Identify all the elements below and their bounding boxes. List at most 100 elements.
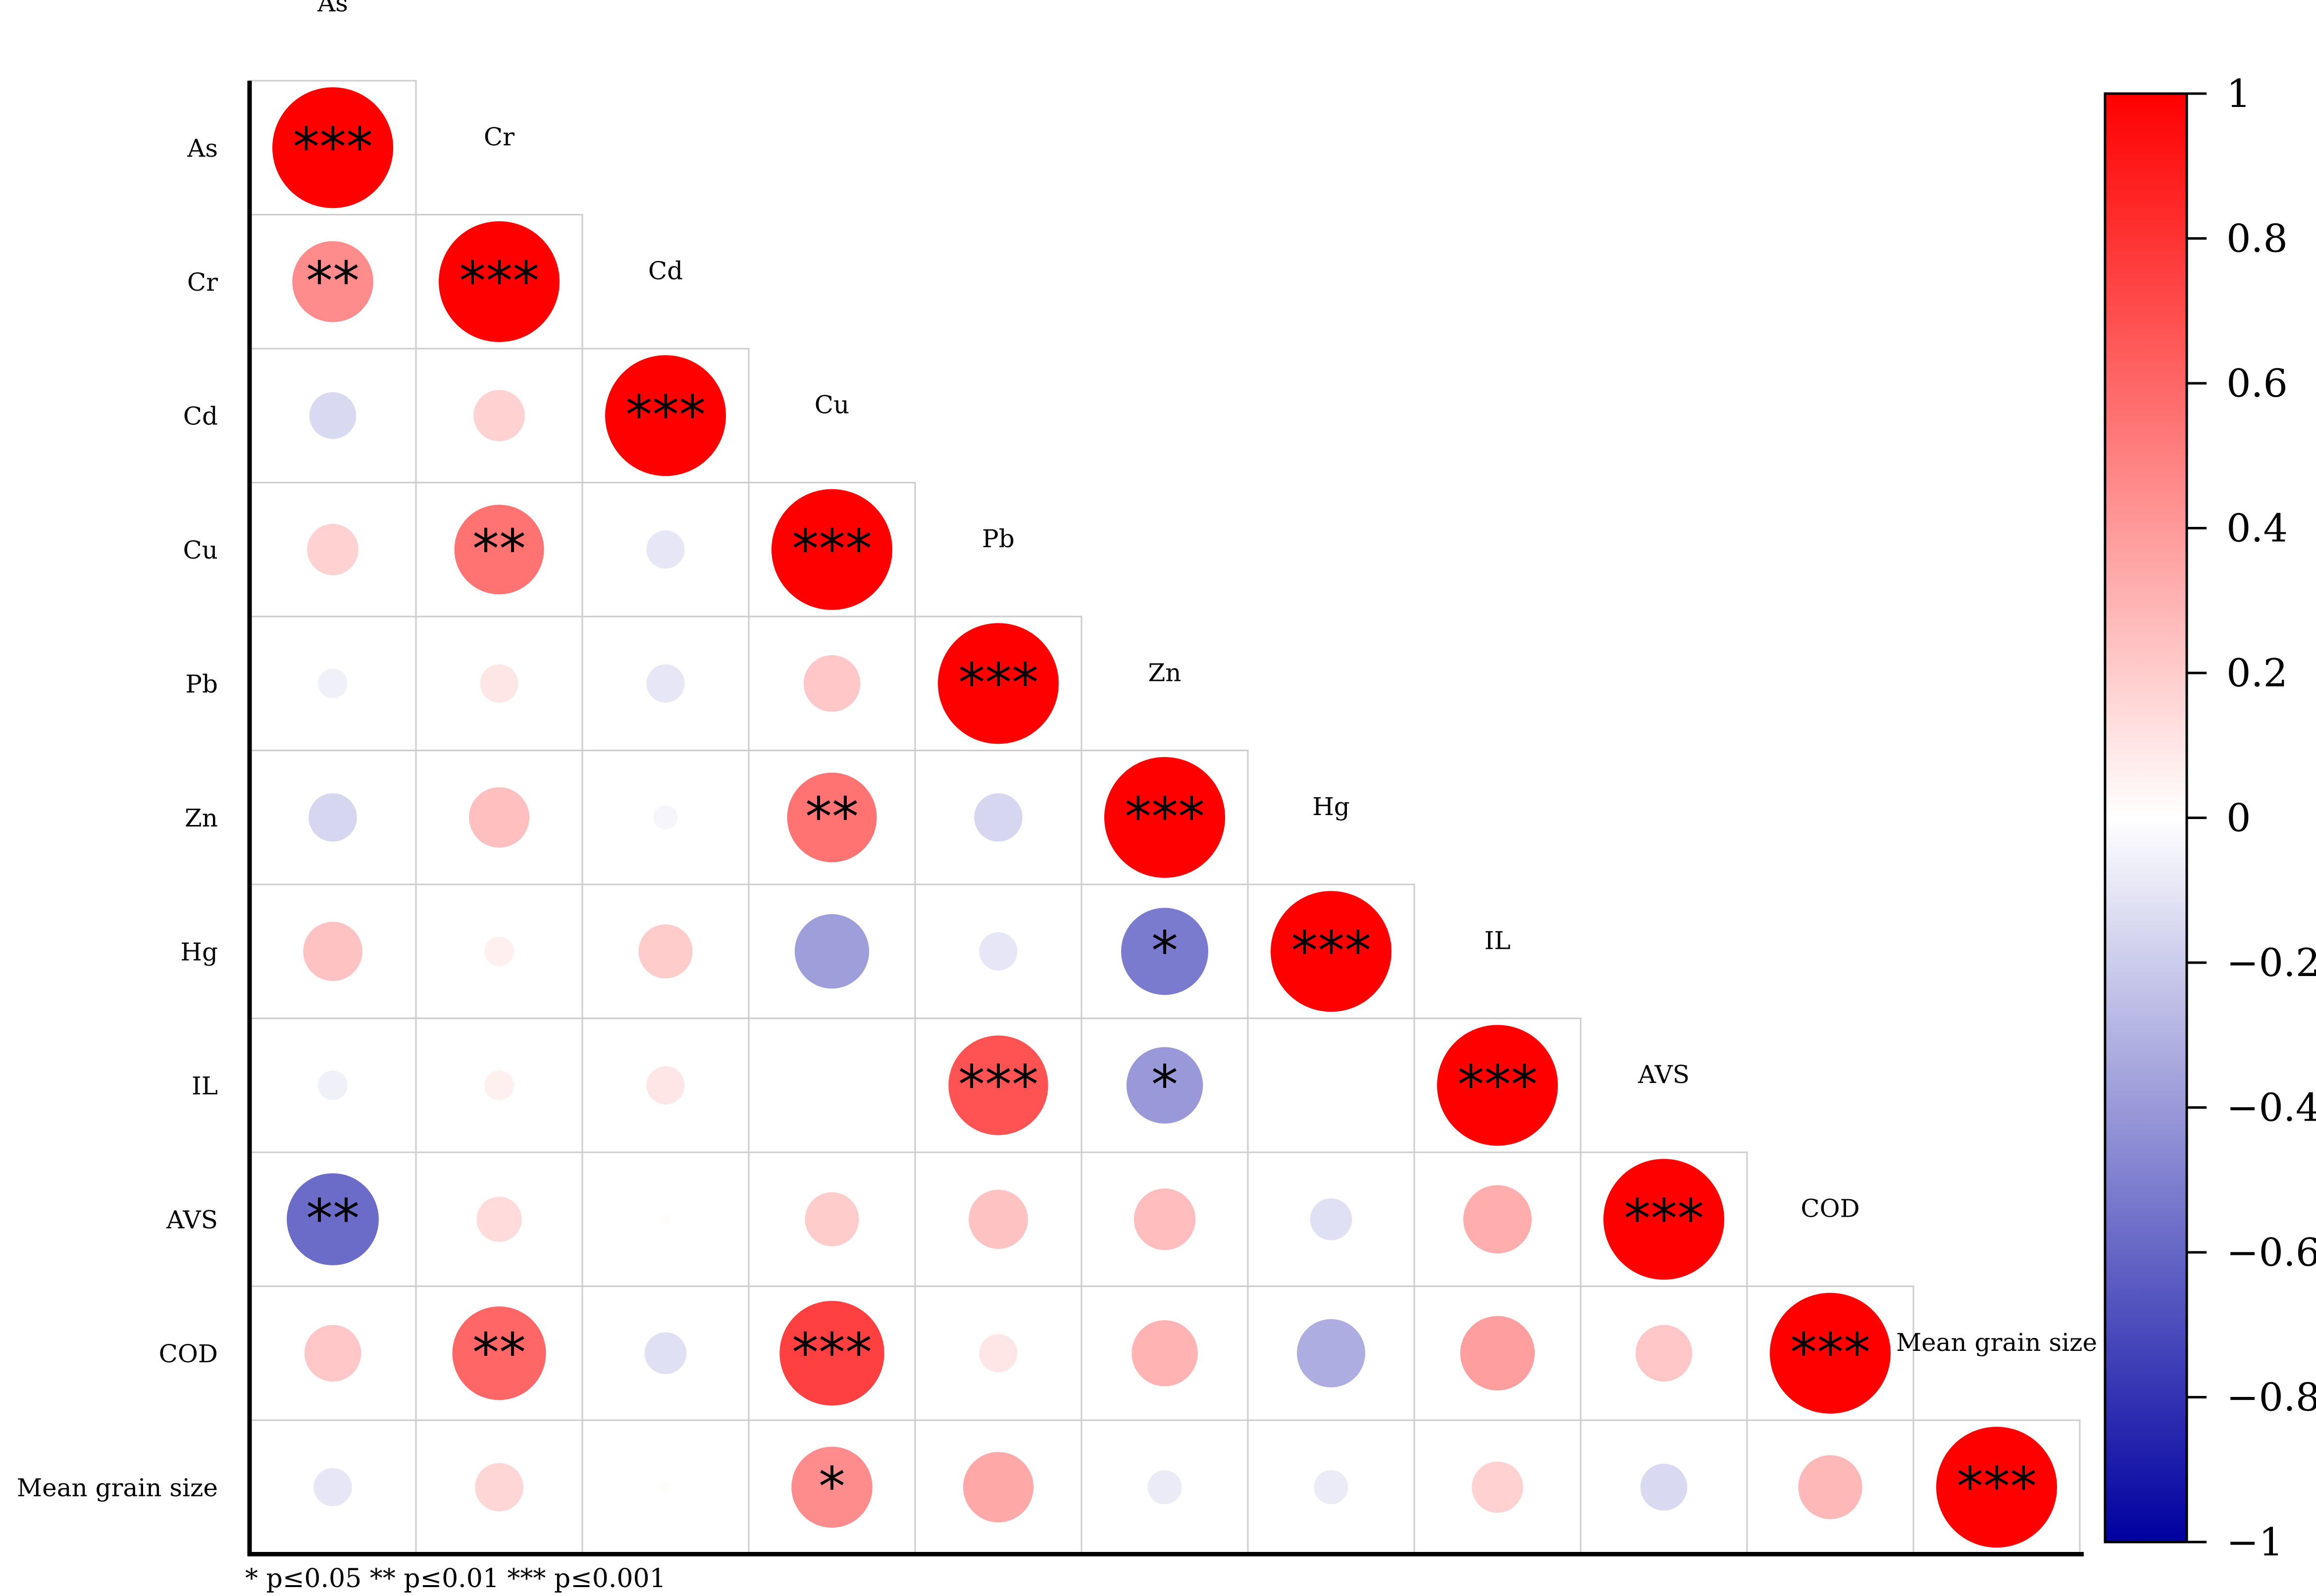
corr-circle-il-cr	[484, 1070, 514, 1100]
significance-mark: **	[306, 1188, 360, 1250]
corr-circle-hg-cd	[638, 924, 693, 978]
row-label-hg: Hg	[180, 937, 218, 966]
corr-circle-mean-grain-size-avs	[1640, 1463, 1688, 1511]
corr-circle-avs-il	[1463, 1185, 1532, 1254]
colorbar-tick-label: 1	[2226, 72, 2251, 116]
corr-circle-pb-cd	[646, 664, 685, 703]
significance-mark: ***	[958, 1054, 1038, 1116]
row-label-zn: Zn	[185, 804, 218, 832]
significance-mark: ***	[1457, 1054, 1538, 1116]
significance-mark: *	[819, 1456, 845, 1518]
corr-circle-mean-grain-size-cod	[1798, 1455, 1862, 1519]
corr-circle-zn-pb	[974, 793, 1023, 842]
corr-circle-cod-cr	[452, 1306, 546, 1400]
corr-circle-il-as	[318, 1070, 348, 1100]
colorbar-tick-label: 0.4	[2226, 507, 2288, 551]
corr-circle-avs-zn	[1133, 1188, 1196, 1250]
corr-circle-cu-cu	[772, 489, 892, 610]
corr-circle-avs-pb	[969, 1189, 1028, 1249]
significance-mark: *	[1151, 920, 1178, 982]
significance-mark: ***	[1125, 786, 1205, 848]
significance-mark: ***	[293, 116, 373, 178]
corr-circle-cu-cd	[646, 530, 685, 569]
corr-circle-mean-grain-size-il	[1472, 1461, 1523, 1513]
significance-mark: ***	[792, 518, 872, 580]
variable-labels: As As Cr Cr Cd Cd Cu Cu Pb Pb Zn Zn Hg Hg IL IL AVS AVS CO…	[17, 0, 2097, 1502]
corr-circle-cod-cod	[1770, 1292, 1891, 1414]
corr-circle-zn-cr	[469, 787, 529, 848]
colorbar-tick-label: 0.8	[2226, 217, 2288, 261]
corr-circle-pb-as	[318, 669, 348, 699]
corr-circle-zn-zn	[1104, 757, 1225, 878]
corr-circle-pb-cr	[480, 664, 518, 703]
col-label-mean-grain-size: Mean grain size	[1896, 1328, 2097, 1357]
corr-circle-cd-cd	[605, 355, 726, 476]
corr-circle-pb-cu	[803, 655, 861, 712]
significance-mark: **	[805, 786, 859, 848]
corr-circle-zn-as	[309, 793, 357, 842]
row-label-cu: Cu	[183, 536, 218, 565]
row-label-as: As	[187, 134, 218, 162]
row-label-cd: Cd	[183, 402, 218, 430]
corr-circle-hg-hg	[1271, 891, 1391, 1012]
corr-circle-hg-cr	[484, 936, 514, 967]
corr-circle-cod-pb	[979, 1334, 1018, 1373]
corr-circle-mean-grain-size-cu	[791, 1446, 873, 1528]
corr-circle-cod-cu	[779, 1301, 884, 1406]
colorbar-tick-label: −0.4	[2226, 1086, 2316, 1131]
significance-mark: **	[472, 1322, 526, 1384]
corr-circle-avs-cr	[476, 1196, 522, 1242]
corr-circle-cod-zn	[1132, 1320, 1198, 1387]
colorbar-tick-label: −1	[2226, 1520, 2283, 1565]
colorbar-tick-label: 0.2	[2226, 651, 2288, 696]
corr-circle-il-zn	[1126, 1047, 1203, 1124]
correlation-cells: ***** ******** ******** **** ****** * ***** ***…	[272, 87, 2057, 1548]
col-label-avs: AVS	[1638, 1060, 1690, 1089]
colorbar-tick-label: −0.2	[2226, 941, 2316, 985]
colorbar-tick-label: −0.6	[2226, 1231, 2316, 1275]
col-label-cr: Cr	[484, 123, 515, 152]
corr-circle-avs-hg	[1310, 1198, 1352, 1240]
corr-circle-mean-grain-size-cd	[659, 1481, 672, 1493]
significance-mark: ***	[1956, 1456, 2037, 1518]
colorbar-tick-label: 0.6	[2226, 361, 2288, 406]
col-label-cu: Cu	[815, 391, 849, 419]
corr-circle-zn-cu	[787, 772, 877, 863]
col-label-cod: COD	[1801, 1194, 1859, 1223]
corr-circle-cod-cd	[644, 1332, 687, 1375]
significance-mark: ***	[625, 384, 706, 446]
corr-circle-avs-as	[287, 1173, 379, 1266]
col-label-zn: Zn	[1148, 659, 1182, 687]
significance-mark: **	[306, 251, 360, 312]
significance-mark: ***	[1624, 1188, 1704, 1250]
row-label-cod: COD	[159, 1339, 218, 1368]
corr-circle-cod-as	[304, 1325, 361, 1382]
colorbar-tick-label: −0.8	[2226, 1376, 2316, 1420]
corr-circle-cod-il	[1460, 1316, 1535, 1390]
corr-circle-as-as	[272, 87, 393, 208]
significance-mark: ***	[459, 251, 539, 312]
row-label-pb: Pb	[185, 669, 218, 698]
row-label-mean-grain-size: Mean grain size	[17, 1473, 218, 1502]
corr-circle-il-pb	[948, 1035, 1048, 1135]
corr-circle-cu-as	[307, 523, 359, 575]
colorbar-gradient	[2104, 92, 2188, 1544]
corr-circle-cd-as	[309, 392, 357, 439]
col-label-as: As	[317, 0, 348, 17]
corr-circle-cod-avs	[1635, 1325, 1693, 1382]
row-label-cr: Cr	[187, 268, 218, 297]
significance-mark: *	[1151, 1054, 1178, 1116]
colorbar-tick-label: 0	[2226, 796, 2251, 841]
col-label-il: IL	[1485, 927, 1511, 955]
significance-mark: ***	[958, 652, 1038, 714]
grid-cell	[1247, 1018, 1415, 1153]
col-label-pb: Pb	[982, 524, 1015, 553]
corr-circle-mean-grain-size-as	[313, 1468, 352, 1506]
corr-circle-mean-grain-size-cr	[475, 1463, 523, 1512]
significance-mark: ***	[792, 1322, 872, 1384]
significance-legend: * p≤0.05 ** p≤0.01 *** p≤0.001	[245, 1564, 666, 1594]
col-label-hg: Hg	[1312, 792, 1350, 821]
corr-circle-cod-hg	[1297, 1319, 1365, 1388]
colorbar-ticks: 1 0.8 0.6 0.4 0.2 0 −0.2 −0.4 −0.6 −0.8 −1	[2187, 72, 2316, 1565]
corr-circle-hg-zn	[1121, 908, 1208, 995]
